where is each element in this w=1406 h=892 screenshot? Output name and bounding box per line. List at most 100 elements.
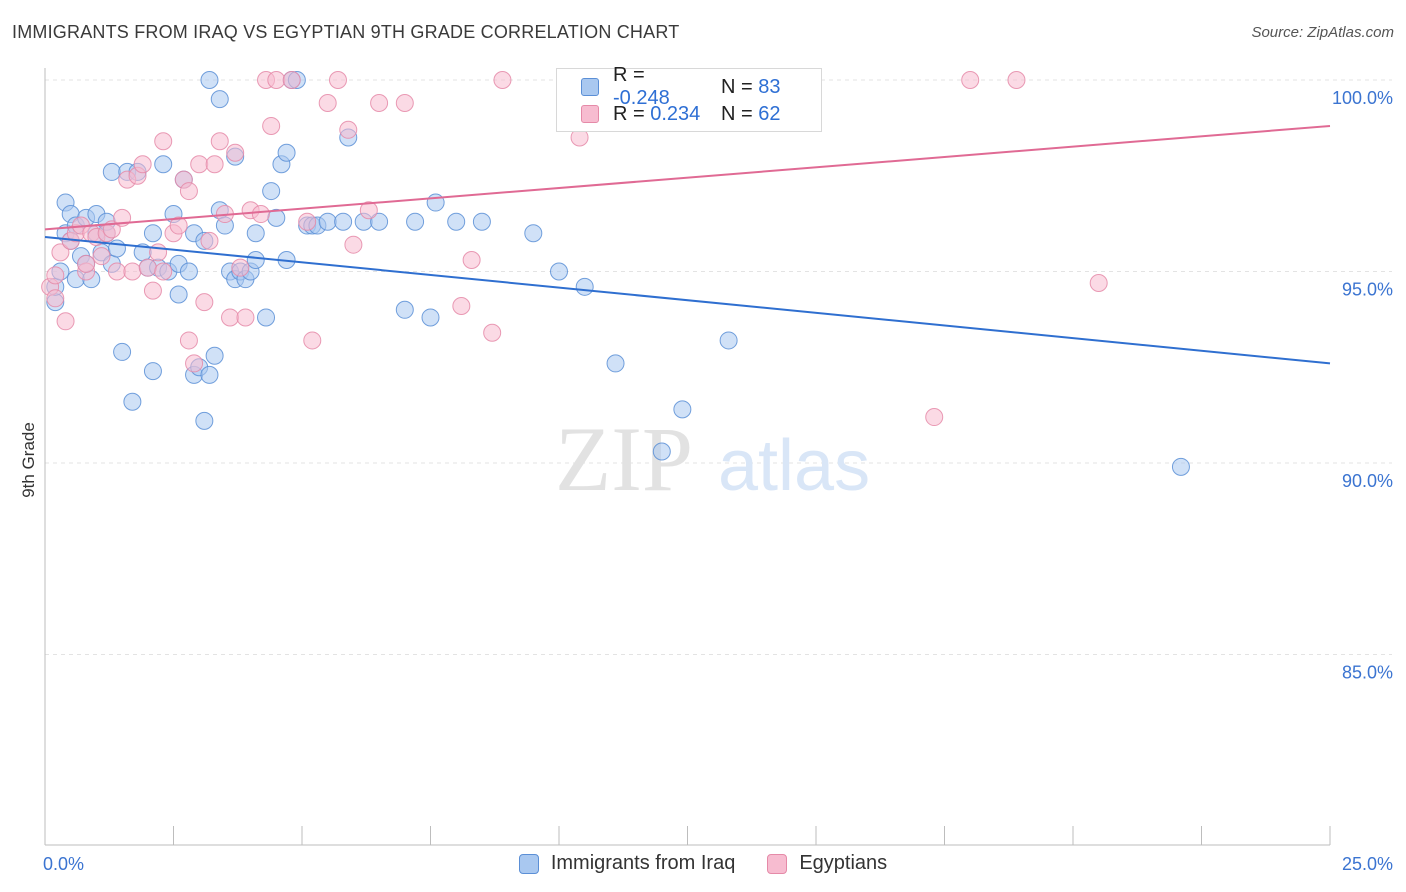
- iraq-swatch: [581, 78, 599, 96]
- legend-item-egyptians[interactable]: Egyptians: [767, 852, 887, 875]
- trend-line-egyptians: [44, 124, 1331, 231]
- data-point: [92, 247, 111, 266]
- data-point: [51, 243, 70, 262]
- data-point: [210, 132, 229, 151]
- data-point: [328, 71, 347, 89]
- egypt-n-value: 62: [758, 102, 781, 125]
- watermark: ZIP atlas: [555, 408, 870, 510]
- chart-title: IMMIGRANTS FROM IRAQ VS EGYPTIAN 9TH GRA…: [12, 22, 680, 42]
- data-point: [154, 155, 173, 174]
- data-point: [318, 212, 337, 231]
- data-point: [138, 258, 157, 277]
- data-point: [925, 408, 944, 427]
- egypt-r-label: R =: [613, 102, 651, 125]
- data-point: [123, 262, 142, 281]
- iraq-n-value: 83: [758, 75, 781, 98]
- data-point: [370, 212, 389, 231]
- series-legend: Immigrants from Iraq Egyptians: [0, 852, 1406, 875]
- data-point: [550, 262, 568, 281]
- gridlines: [45, 79, 1392, 655]
- y-tick-label: 85.0%: [1342, 663, 1393, 683]
- data-point: [472, 212, 491, 231]
- data-point: [107, 262, 126, 281]
- stats-row-egypt: R = 0.234 N = 62: [557, 100, 781, 128]
- data-point: [483, 323, 502, 342]
- data-point: [200, 231, 219, 250]
- data-point: [143, 362, 162, 381]
- data-point: [282, 71, 301, 89]
- egypt-n-label: N =: [721, 102, 759, 125]
- data-point: [961, 71, 980, 89]
- data-point: [231, 258, 250, 277]
- data-point: [195, 411, 214, 430]
- egypt-r-value: 0.234: [650, 102, 701, 125]
- data-point: [575, 277, 594, 296]
- data-point: [318, 93, 337, 112]
- data-point: [493, 71, 512, 89]
- data-point: [149, 243, 168, 262]
- data-point: [169, 285, 188, 304]
- data-point: [257, 308, 276, 327]
- trend-lines: [44, 124, 1331, 365]
- legend-swatch-egyptians: [767, 853, 788, 874]
- data-point: [143, 281, 162, 300]
- data-point: [210, 90, 229, 109]
- data-point: [205, 346, 224, 365]
- data-point: [185, 354, 204, 373]
- y-tick-label: 100.0%: [1332, 88, 1393, 108]
- data-point: [719, 331, 738, 350]
- stats-legend: R = -0.248 N = 83 R = 0.234 N = 62: [556, 64, 822, 132]
- data-point: [673, 400, 692, 419]
- data-point: [236, 308, 255, 327]
- data-point: [606, 354, 625, 373]
- data-point: [334, 212, 353, 231]
- data-point: [262, 182, 281, 201]
- data-point: [143, 224, 162, 243]
- y-axis-label: 9th Grade: [19, 422, 38, 498]
- data-point: [46, 266, 65, 285]
- legend-item-iraq[interactable]: Immigrants from Iraq: [518, 852, 736, 875]
- iraq-n-label: N =: [721, 75, 759, 98]
- data-point: [154, 262, 173, 281]
- data-point: [370, 93, 389, 112]
- trend-line-iraq: [44, 236, 1331, 365]
- data-point: [246, 224, 265, 243]
- watermark-atlas: atlas: [718, 426, 870, 506]
- data-point: [205, 155, 224, 174]
- chart-source: Source: ZipAtlas.com: [1251, 24, 1394, 41]
- legend-label-iraq: Immigrants from Iraq: [550, 852, 736, 874]
- data-point: [1089, 273, 1108, 292]
- x-tick-label: 0.0%: [43, 854, 84, 874]
- data-point: [123, 392, 142, 411]
- axes: [44, 68, 1331, 846]
- data-point: [102, 162, 121, 181]
- iraq-r-label: R =: [613, 64, 645, 86]
- data-point: [246, 251, 265, 270]
- y-tick-label: 95.0%: [1342, 280, 1393, 300]
- egypt-swatch: [581, 105, 599, 123]
- data-point: [46, 289, 65, 308]
- data-point: [221, 308, 240, 327]
- data-point: [190, 155, 209, 174]
- iraq-r-value: -0.248: [613, 87, 670, 109]
- data-point: [1007, 71, 1026, 89]
- data-point: [339, 120, 358, 139]
- data-point: [251, 205, 270, 224]
- data-point: [179, 262, 198, 281]
- y-tick-labels: 100.0% 95.0% 90.0% 85.0%: [1332, 88, 1393, 683]
- data-point: [447, 212, 466, 231]
- data-point: [359, 201, 378, 220]
- data-point: [524, 224, 543, 243]
- data-point: [154, 132, 173, 151]
- data-point: [226, 143, 245, 162]
- data-point: [652, 442, 671, 461]
- legend-label-egyptians: Egyptians: [799, 852, 888, 874]
- data-point: [200, 71, 219, 89]
- watermark-zip: ZIP: [555, 408, 693, 510]
- data-point: [179, 331, 198, 350]
- data-point: [200, 365, 219, 384]
- x-tick-label: 25.0%: [1342, 854, 1393, 874]
- data-point: [395, 93, 414, 112]
- data-point: [462, 251, 481, 270]
